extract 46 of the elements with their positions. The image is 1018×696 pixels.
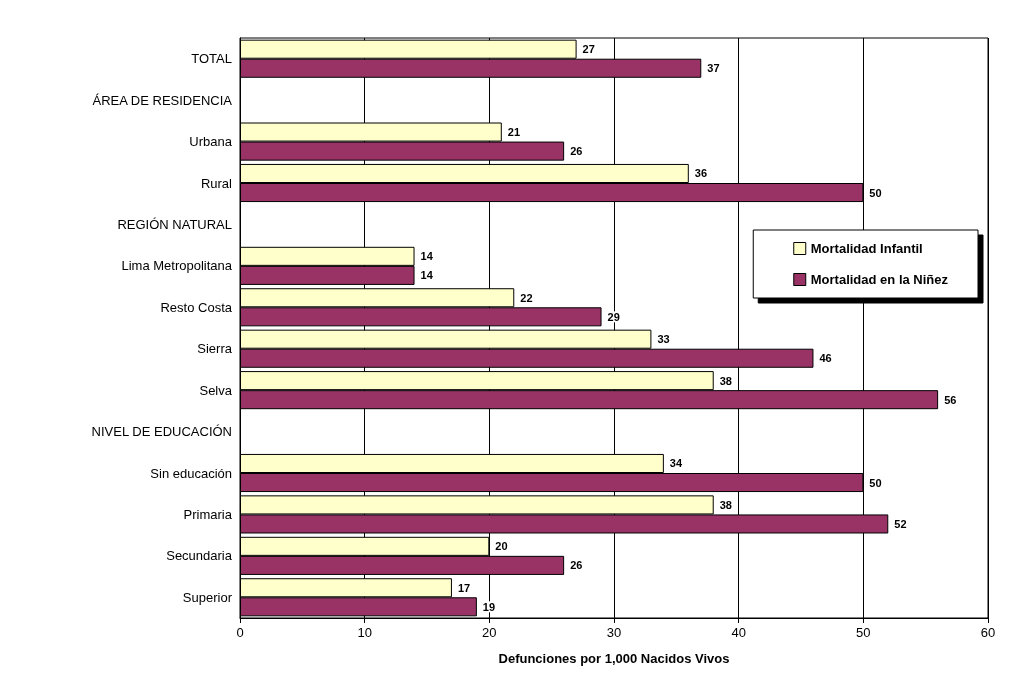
y-tick-label: ÁREA DE RESIDENCIA <box>92 92 233 108</box>
y-tick-label: Resto Costa <box>160 299 233 315</box>
data-label: 36 <box>694 167 708 180</box>
y-tick-label: Primaria <box>183 506 233 522</box>
x-tick-label: 10 <box>357 625 372 640</box>
x-tick-label: 0 <box>236 625 244 640</box>
legend-label: Mortalidad en la Niñez <box>810 272 949 287</box>
data-label: 29 <box>607 310 620 323</box>
y-tick-label: Lima Metropolitana <box>121 258 233 274</box>
y-tick-label: Selva <box>199 382 233 398</box>
y-tick-label: REGIÓN NATURAL <box>117 216 232 232</box>
data-label: 50 <box>869 186 882 199</box>
y-tick-label: TOTAL <box>191 51 232 67</box>
data-label: 52 <box>894 517 907 530</box>
data-label: 27 <box>582 43 595 56</box>
data-label: 38 <box>719 374 732 387</box>
data-label: 34 <box>669 457 683 470</box>
data-label: 46 <box>819 352 832 365</box>
data-label: 17 <box>457 581 471 594</box>
x-tick-label: 30 <box>606 625 622 640</box>
data-label: 20 <box>495 540 508 553</box>
y-tick-label: Rural <box>200 175 233 191</box>
data-label: 33 <box>657 333 670 346</box>
legend-label: Mortalidad Infantil <box>810 241 923 256</box>
y-tick-label: Superior <box>182 589 233 605</box>
y-tick-label: Sin educación <box>150 465 232 481</box>
data-label: 37 <box>707 62 720 75</box>
data-label: 14 <box>420 250 434 263</box>
data-label: 14 <box>420 269 434 282</box>
x-tick-label: 20 <box>482 625 497 640</box>
data-label: 50 <box>869 476 882 489</box>
data-label: 26 <box>570 145 583 158</box>
data-label: 56 <box>944 393 957 406</box>
y-tick-label: Sierra <box>197 341 233 357</box>
y-tick-label: NIVEL DE EDUCACIÓN <box>91 424 232 440</box>
x-tick-label: 40 <box>731 625 746 640</box>
data-label: 19 <box>482 600 496 613</box>
data-label: 22 <box>520 291 533 304</box>
data-label: 21 <box>507 126 521 139</box>
data-label: 26 <box>570 559 583 572</box>
data-label: 38 <box>719 498 732 511</box>
x-tick-label: 60 <box>980 625 996 640</box>
y-tick-label: Urbana <box>189 134 233 150</box>
x-axis-title: Defunciones por 1,000 Nacidos Vivos <box>498 651 730 666</box>
x-tick-label: 50 <box>856 625 871 640</box>
y-tick-label: Secundaria <box>166 548 233 564</box>
